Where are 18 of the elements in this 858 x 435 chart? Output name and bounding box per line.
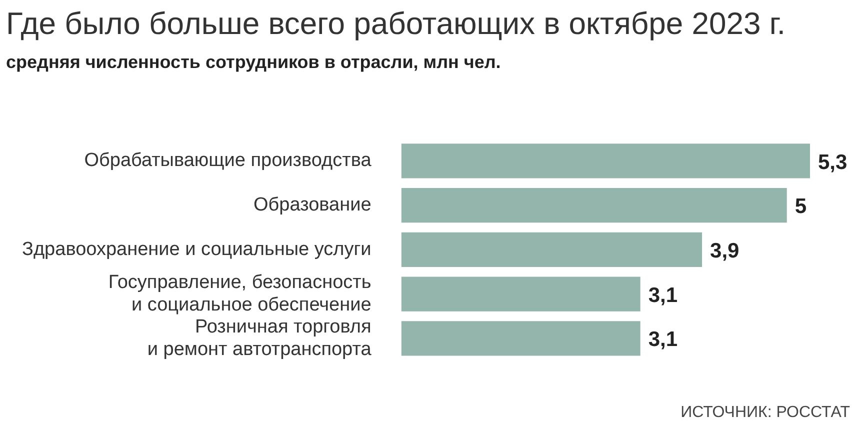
y-tick-label: Госуправление, безопасность и социальное обеспечение — [108, 272, 372, 316]
bar — [401, 188, 787, 223]
data-label: 5 — [794, 195, 807, 218]
bar — [401, 144, 810, 178]
y-tick-label: Образование — [253, 194, 372, 216]
data-label: 3,1 — [648, 328, 678, 352]
text: ИСТОЧНИК: РОССТАТ — [680, 404, 850, 422]
bar — [401, 321, 640, 356]
data-label: 5,3 — [818, 150, 848, 174]
bar — [401, 232, 702, 267]
y-tick-label: Здравоохранение и социальные услуги — [22, 238, 372, 260]
y-tick-label: Розничная торговля и ремонт автотранспорта — [147, 316, 372, 360]
y-tick-label: Обрабатывающие производства — [84, 150, 372, 172]
chart-title: Где было больше всего работающих в октябре 2023 г. — [6, 6, 786, 42]
text: средняя численность сотрудников в отрасли, млн чел. — [6, 52, 501, 73]
bar — [401, 276, 640, 312]
data-label: 3,1 — [648, 284, 678, 307]
data-label: 3,9 — [710, 239, 740, 262]
